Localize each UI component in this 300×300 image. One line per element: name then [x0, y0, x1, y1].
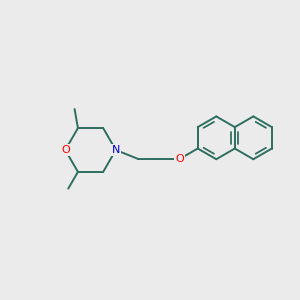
Text: O: O [61, 145, 70, 155]
Text: O: O [175, 154, 184, 164]
Text: O: O [175, 154, 184, 164]
Text: O: O [61, 145, 70, 155]
Text: N: N [112, 145, 120, 155]
Text: N: N [112, 145, 120, 155]
